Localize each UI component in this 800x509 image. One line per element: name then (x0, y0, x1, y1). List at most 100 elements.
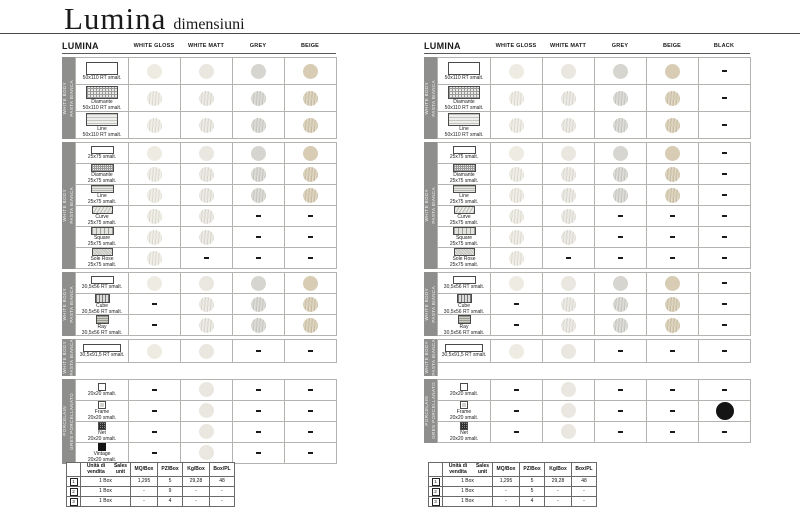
tile-thumbnail-ray (95, 314, 109, 324)
availability-dot (251, 90, 266, 106)
availability-dot (561, 166, 576, 182)
legend-row-number: 2 (431, 487, 440, 496)
not-available-dash (308, 236, 313, 238)
product-size: 30,5x56 RT smalt. (443, 329, 485, 336)
availability-cell (699, 185, 751, 206)
availability-cell (285, 379, 337, 401)
product-row: Line 25x75 smalt. (438, 185, 751, 206)
tile-thumbnail-ray (457, 314, 471, 324)
availability-dot (303, 63, 318, 79)
availability-dot (199, 229, 214, 245)
legend-cell: 5 (158, 477, 183, 487)
product-row: 50x110 RT smalt. (438, 58, 751, 85)
tile-thumbnail-plain (445, 344, 483, 352)
legend-header-row: Unità di vendita Sales unit MQ/Box PZ/Box Kg… (67, 463, 235, 477)
legend-cell: - (545, 487, 572, 497)
not-available-dash (722, 124, 727, 126)
availability-cell (699, 112, 751, 139)
availability-cell (285, 442, 337, 464)
availability-cell (181, 164, 233, 185)
table-header-row: LUMINA WHITE GLOSS WHITE MATT GREY BEIGE (62, 39, 336, 54)
availability-dot (147, 208, 162, 224)
availability-cell (285, 273, 337, 294)
product-cell: 20x20 smalt. (438, 379, 491, 401)
not-available-dash (308, 257, 313, 259)
availability-dot (613, 275, 628, 291)
availability-dot (303, 90, 318, 106)
product-size: 20x20 smalt. (87, 456, 117, 463)
product-size: 20x20 smalt. (449, 390, 479, 397)
product-size: 50x110 RT smalt. (82, 74, 122, 81)
availability-dot (303, 145, 318, 161)
not-available-dash (514, 430, 519, 433)
availability-dot (147, 275, 162, 291)
legend-header: MQ/Box (493, 463, 520, 477)
availability-cell (233, 379, 285, 401)
availability-cell (699, 315, 751, 336)
legend-row-number: 3 (69, 497, 78, 506)
product-cell: 30,5x91,5 RT smalt. (438, 340, 491, 363)
availability-dot (561, 117, 576, 133)
product-size: 50x110 RT smalt. (82, 131, 122, 138)
product-cell: Line 25x75 smalt. (76, 185, 129, 206)
availability-cell (129, 112, 181, 139)
product-group: PORCELAIN GRES PORCELLANATO 20x20 smalt. Fr… (62, 378, 337, 464)
availability-cell (233, 185, 285, 206)
availability-dot (509, 187, 524, 203)
legend-cell: 4 (158, 497, 183, 507)
product-row: Curve 25x75 smalt. (438, 206, 751, 227)
group-category-strip: WHITE BODY PASTA BIANCA (424, 57, 437, 139)
tile-thumbnail-plain (452, 146, 476, 154)
product-size: 20x20 smalt. (87, 390, 117, 397)
not-available-dash (256, 388, 261, 391)
not-available-dash (256, 430, 261, 433)
availability-cell (595, 164, 647, 185)
availability-cell (181, 248, 233, 269)
availability-cell (647, 112, 699, 139)
availability-cell (699, 164, 751, 185)
not-available-dash (722, 350, 727, 352)
availability-cell (595, 206, 647, 227)
availability-dot (613, 296, 628, 312)
availability-cell (233, 206, 285, 227)
availability-cell (543, 273, 595, 294)
availability-dot (561, 343, 576, 359)
product-name: Curve (457, 214, 471, 220)
not-available-dash (618, 257, 623, 259)
availability-cell (595, 421, 647, 443)
availability-cell (647, 340, 699, 363)
not-available-dash (670, 257, 675, 259)
availability-dot (199, 424, 214, 440)
availability-cell (181, 294, 233, 315)
table-header-row: LUMINA WHITE GLOSS WHITE MATT GREY BEIGE BLAC… (424, 39, 750, 54)
group-category-label: PASTA BIANCA (68, 79, 74, 117)
product-row: 25x75 smalt. (438, 143, 751, 164)
availability-dot (509, 145, 524, 161)
product-row: Curve 25x75 smalt. (76, 206, 337, 227)
product-row: 20x20 smalt. (438, 379, 751, 401)
legend-cell: - (183, 487, 210, 497)
availability-dot (147, 90, 162, 106)
availability-cell (543, 58, 595, 85)
product-row: 30,5x56 RT smalt. (76, 273, 337, 294)
product-row: Net 20x20 smalt. (438, 421, 751, 443)
product-name: Cube (96, 302, 108, 309)
legend-cell: - (210, 497, 235, 507)
group-category-label: PASTA BIANCA (430, 79, 436, 117)
product-cell: Diamante 25x75 smalt. (438, 164, 491, 185)
not-available-dash (670, 409, 675, 412)
availability-dot (251, 166, 266, 182)
availability-dot (561, 90, 576, 106)
product-cell: 25x75 smalt. (438, 143, 491, 164)
group-category-label-en: WHITE BODY (423, 81, 429, 115)
availability-dot (613, 166, 628, 182)
availability-cell (233, 400, 285, 422)
availability-cell (595, 85, 647, 112)
legend-cell: 1 Box (81, 497, 131, 507)
product-size: 20x20 smalt. (449, 414, 479, 421)
availability-table-left: LUMINA WHITE GLOSS WHITE MATT GREY BEIGE WHIT… (62, 39, 337, 464)
tile-thumbnail-diamante (448, 85, 480, 99)
availability-cell (181, 442, 233, 464)
